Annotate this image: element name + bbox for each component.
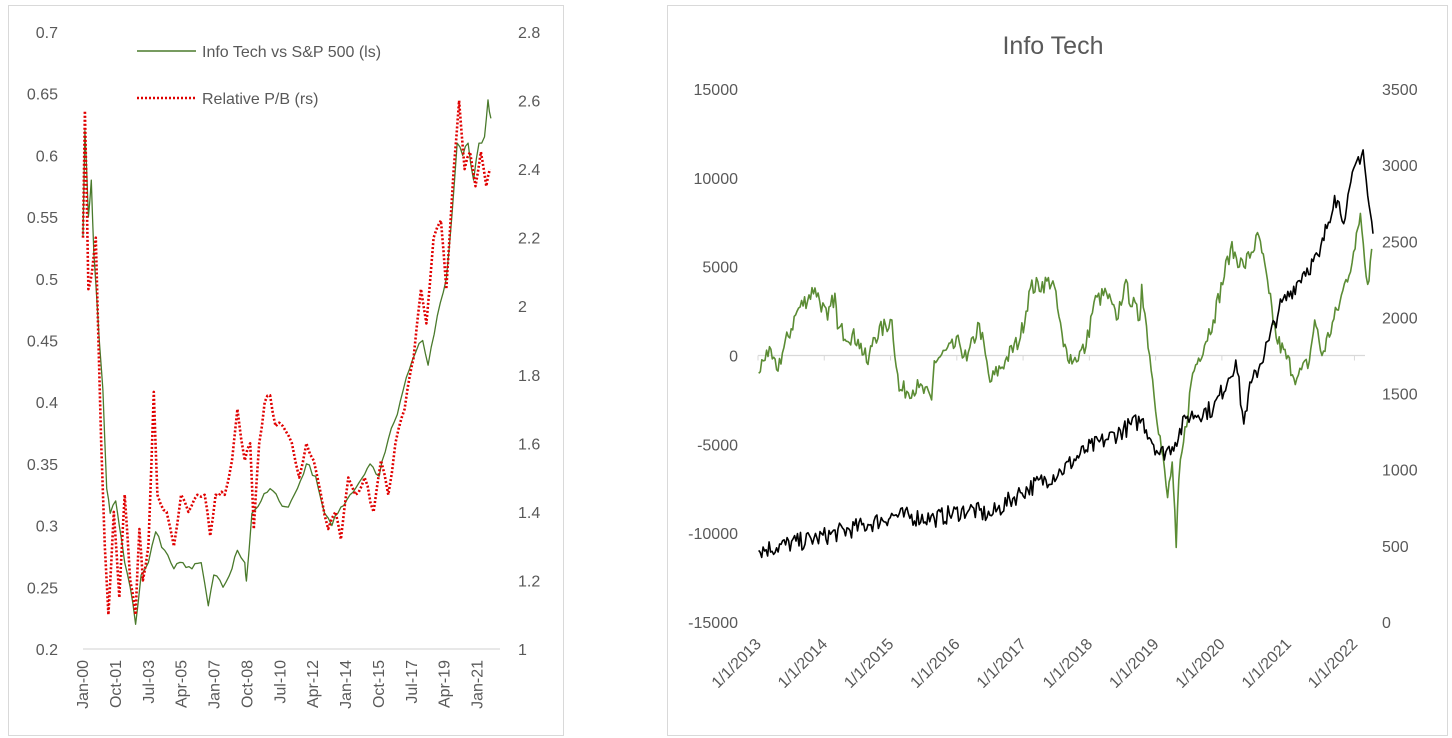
left-chart-right-y-tick-label: 2 (518, 299, 527, 316)
left-chart-right-y-tick-label: 1.4 (518, 505, 540, 522)
right-chart-left-y-tick-label: -10000 (688, 526, 738, 543)
right-chart-right-y-tick-label: 500 (1382, 539, 1409, 556)
right-chart-title: Info Tech (1002, 32, 1103, 60)
left-chart-x-tick-label: Jan-00 (75, 660, 92, 709)
right-chart-right-y-tick-label: 2500 (1382, 234, 1418, 251)
right-chart-x-tick-label: 1/1/2013 (709, 636, 765, 692)
left-chart-right-y-tick-label: 2.8 (518, 25, 540, 42)
right-chart-x-tick-label: 1/1/2022 (1305, 636, 1361, 692)
left-chart-panel (8, 5, 564, 736)
right-chart-right-y-tick-label: 3000 (1382, 158, 1418, 175)
left-chart-left-y-tick-label: 0.7 (36, 25, 58, 42)
left-chart-x-tick-label: Oct-08 (239, 660, 256, 708)
right-chart-left-y-tick-label: 0 (729, 349, 738, 366)
right-chart-x-tick-label: 1/1/2018 (1040, 636, 1096, 692)
left-chart-left-y-tick-label: 0.4 (36, 395, 58, 412)
right-chart-x-tick-label: 1/1/2019 (1106, 636, 1162, 692)
left-chart-x-tick-label: Oct-01 (108, 660, 125, 708)
left-chart-x-tick-label: Apr-19 (437, 660, 454, 708)
left-chart-x-tick-label: Jan-21 (470, 660, 487, 709)
left-chart-right-y-tick-label: 2.4 (518, 162, 540, 179)
left-chart-right-y-tick-label: 1.2 (518, 573, 540, 590)
left-chart-x-tick-label: Jul-03 (141, 660, 158, 704)
right-chart-right-y-tick-label: 3500 (1382, 82, 1418, 99)
left-chart-left-y-tick-label: 0.6 (36, 148, 58, 165)
right-chart-right-y-tick-label: 1000 (1382, 463, 1418, 480)
legend-label-relative-pb: Relative P/B (rs) (202, 91, 318, 108)
left-chart-right-y-tick-label: 2.6 (518, 94, 540, 111)
right-chart-left-y-tick-label: 10000 (694, 171, 739, 188)
right-chart-x-tick-label: 1/1/2015 (841, 636, 897, 692)
right-chart-x-tick-label: 1/1/2014 (775, 636, 831, 692)
right-chart-right-y-tick-label: 2000 (1382, 310, 1418, 327)
left-chart-x-tick-label: Apr-05 (174, 660, 191, 708)
left-chart-left-y-tick-label: 0.5 (36, 272, 58, 289)
left-chart-left-y-tick-label: 0.2 (36, 642, 58, 659)
left-chart-x-tick-label: Oct-15 (371, 660, 388, 708)
right-chart-x-tick-label: 1/1/2017 (974, 636, 1030, 692)
left-chart-left-y-tick-label: 0.65 (27, 87, 58, 104)
right-chart-left-y-tick-label: 15000 (694, 82, 739, 99)
left-chart-right-y-tick-label: 2.2 (518, 231, 540, 248)
right-chart-left-y-tick-label: -15000 (688, 615, 738, 632)
left-chart-right-y-tick-label: 1 (518, 642, 527, 659)
right-chart-left-y-tick-label: -5000 (697, 437, 738, 454)
left-chart-left-y-tick-label: 0.35 (27, 457, 58, 474)
left-chart-x-tick-label: Apr-12 (305, 660, 322, 708)
right-chart-series-line-1 (758, 212, 1373, 549)
right-chart-x-tick-label: 1/1/2021 (1239, 636, 1295, 692)
right-chart-x-tick-label: 1/1/2020 (1173, 636, 1229, 692)
left-chart-x-tick-label: Jan-07 (207, 660, 224, 709)
right-chart-panel (667, 5, 1448, 736)
left-chart-left-y-tick-label: 0.55 (27, 210, 58, 227)
legend-label-info-tech: Info Tech vs S&P 500 (ls) (202, 44, 381, 61)
left-chart-right-y-tick-label: 1.6 (518, 436, 540, 453)
left-chart-series-line-1 (82, 99, 492, 625)
right-chart-right-y-tick-label: 1500 (1382, 387, 1418, 404)
left-chart-left-y-tick-label: 0.25 (27, 580, 58, 597)
left-chart-x-tick-label: Jul-17 (404, 660, 421, 704)
right-chart-left-y-tick-label: 5000 (702, 260, 738, 277)
right-chart-right-y-tick-label: 0 (1382, 615, 1391, 632)
left-chart-left-y-tick-label: 0.45 (27, 334, 58, 351)
left-chart-series-line-2 (81, 99, 492, 617)
left-chart-x-tick-label: Jan-14 (338, 660, 355, 709)
left-chart-x-tick-label: Jul-10 (272, 660, 289, 704)
right-chart-x-tick-label: 1/1/2016 (908, 636, 964, 692)
right-chart-series-line-2 (758, 149, 1374, 559)
left-chart-right-y-tick-label: 1.8 (518, 368, 540, 385)
left-chart-left-y-tick-label: 0.3 (36, 519, 58, 536)
